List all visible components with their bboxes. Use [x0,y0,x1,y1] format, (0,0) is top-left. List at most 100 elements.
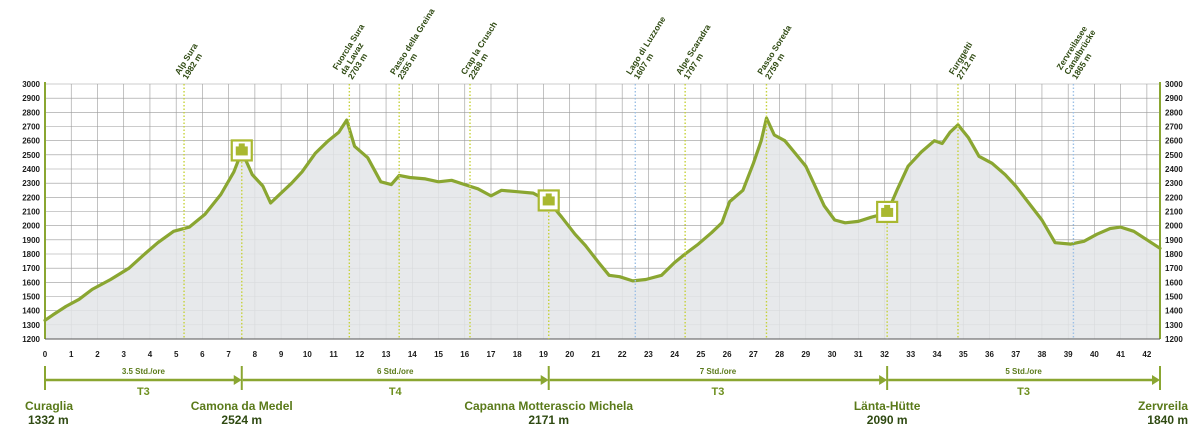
stage-time: 3.5 Std./ore [122,367,166,376]
x-tick-label: 21 [591,350,600,359]
x-tick-label: 1 [69,350,74,359]
x-tick-label: 27 [749,350,758,359]
y-tick-label-left: 2400 [22,165,40,174]
endpoint-name: Länta-Hütte [854,399,921,413]
y-tick-label-left: 3000 [22,80,40,89]
endpoint-name: Curaglia [25,399,73,413]
y-tick-label-right: 2400 [1165,165,1183,174]
x-tick-label: 33 [906,350,915,359]
y-tick-label-left: 2200 [22,193,40,202]
x-tick-label: 42 [1142,350,1151,359]
y-tick-label-left: 2600 [22,137,40,146]
hut-icon-roof [884,204,891,209]
y-tick-label-right: 1600 [1165,278,1183,287]
x-tick-label: 31 [854,350,863,359]
x-tick-label: 39 [1064,350,1073,359]
stage-arrow-head [540,375,549,385]
y-tick-label-left: 2300 [22,179,40,188]
x-tick-label: 40 [1090,350,1099,359]
x-tick-label: 37 [1011,350,1020,359]
stage-arrow-head [879,375,888,385]
y-tick-label-left: 2900 [22,94,40,103]
stage-grade: T4 [389,386,403,398]
y-tick-label-left: 1900 [22,236,40,245]
x-tick-label: 30 [828,350,837,359]
y-tick-label-left: 1300 [22,321,40,330]
x-tick-label: 28 [775,350,784,359]
stage-time: 6 Std./ore [377,367,414,376]
x-tick-label: 5 [174,350,179,359]
profile-line [43,116,1162,322]
y-tick-label-right: 2200 [1165,193,1183,202]
y-tick-label-right: 1500 [1165,293,1183,302]
y-tick-label-right: 1300 [1165,321,1183,330]
x-tick-label: 7 [226,350,231,359]
stage-arrow-head [233,375,242,385]
x-tick-label: 32 [880,350,889,359]
x-tick-label: 26 [723,350,732,359]
x-tick-label: 15 [434,350,443,359]
y-tick-label-left: 2000 [22,222,40,231]
y-tick-label-right: 1200 [1165,335,1183,344]
stage-grade: T3 [712,386,725,398]
hut-icon-body [235,146,248,156]
x-tick-label: 22 [618,350,627,359]
x-tick-label: 14 [408,350,417,359]
endpoint-name: Capanna Motterascio Michela [464,399,633,413]
huts [230,139,899,339]
x-tick-label: 8 [253,350,258,359]
x-tick-label: 11 [329,350,338,359]
x-tick-label: 16 [460,350,469,359]
x-tick-label: 41 [1116,350,1125,359]
y-tick-label-left: 2500 [22,151,40,160]
x-tick-label: 4 [148,350,153,359]
y-tick-label-left: 1800 [22,250,40,259]
x-tick-label: 6 [200,350,205,359]
x-tick-label: 12 [355,350,364,359]
y-tick-label-right: 1900 [1165,236,1183,245]
y-tick-label-right: 2900 [1165,94,1183,103]
y-tick-label-right: 1800 [1165,250,1183,259]
x-tick-label: 38 [1037,350,1046,359]
stage-time: 5 Std./ore [1005,367,1042,376]
y-tick-label-right: 2800 [1165,108,1183,117]
y-tick-label-right: 3000 [1165,80,1183,89]
x-tick-label: 17 [487,350,496,359]
x-tick-label: 2 [95,350,100,359]
endpoint-altitude: 2171 m [528,413,569,427]
hut-icon-body [542,196,555,206]
x-tick-label: 13 [382,350,391,359]
y-tick-label-right: 2000 [1165,222,1183,231]
x-tick-label: 9 [279,350,284,359]
hut-icon-roof [545,193,552,198]
endpoint-name: Camona da Medel [191,399,293,413]
y-tick-label-right: 2100 [1165,208,1183,217]
hut-icon [537,189,560,212]
x-tick-label: 23 [644,350,653,359]
x-tick-label: 34 [933,350,942,359]
x-tick-label: 20 [565,350,574,359]
stage-arrow-head [1152,375,1160,385]
y-tick-label-left: 1700 [22,264,40,273]
y-tick-label-left: 1400 [22,307,40,316]
stage-time: 7 Std./ore [700,367,737,376]
hut-icon [230,139,253,162]
hut-icon-body [881,207,894,217]
y-tick-label-right: 1700 [1165,264,1183,273]
y-tick-label-left: 1600 [22,278,40,287]
y-tick-label-left: 2100 [22,208,40,217]
x-tick-label: 10 [303,350,312,359]
x-tick-label: 0 [43,350,48,359]
y-tick-label-right: 2300 [1165,179,1183,188]
x-tick-label: 18 [513,350,522,359]
x-tick-label: 36 [985,350,994,359]
